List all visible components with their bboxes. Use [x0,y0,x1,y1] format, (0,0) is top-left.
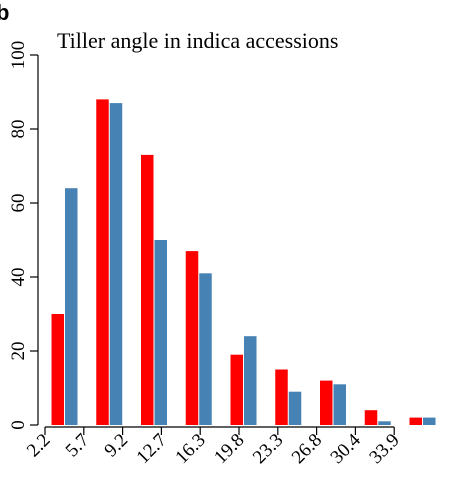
bar [364,410,378,425]
bar [96,99,109,426]
x-tick-label: 33.9 [365,430,403,468]
bar [244,336,257,425]
bar [199,273,212,425]
x-tick-label: 12.7 [133,430,171,468]
chart-title: Tiller angle in indica accessions [57,28,338,53]
bar [154,240,167,425]
x-tick-label: 26.8 [288,430,326,468]
x-tick-label: 2.2 [23,430,55,462]
y-tick-label: 20 [8,342,29,361]
y-tick-label: 60 [8,194,29,213]
bar [65,188,78,425]
bar [320,380,333,425]
bar [185,251,199,425]
tick-labels: 2.2 5.7 9.2 12.7 16.3 19.8 23.3 26.8 30.4 33.9 [23,427,404,468]
x-tick-label: 30.4 [327,429,366,468]
axes: 0 20 40 60 80 100 [8,41,395,430]
bar [288,391,302,425]
bar [109,103,123,425]
bar [141,154,154,425]
bars [51,99,436,426]
bar [230,354,243,425]
panel-letter: b [0,0,9,25]
bar [51,314,64,425]
y-tick-label: 40 [8,268,29,287]
bar [409,417,422,425]
bar [333,384,346,425]
y-tick-label: 0 [8,420,29,430]
y-tick-label: 100 [8,41,29,70]
bar [275,369,288,425]
x-tick-label: 23.3 [249,430,287,468]
bar [378,421,391,425]
y-tick-label: 80 [8,120,29,139]
bar [423,417,436,425]
x-tick-label: 5.7 [62,430,94,462]
x-tick-label: 16.3 [171,430,209,468]
x-tick-label: 19.8 [210,430,248,468]
x-tick-label: 9.2 [100,430,132,462]
